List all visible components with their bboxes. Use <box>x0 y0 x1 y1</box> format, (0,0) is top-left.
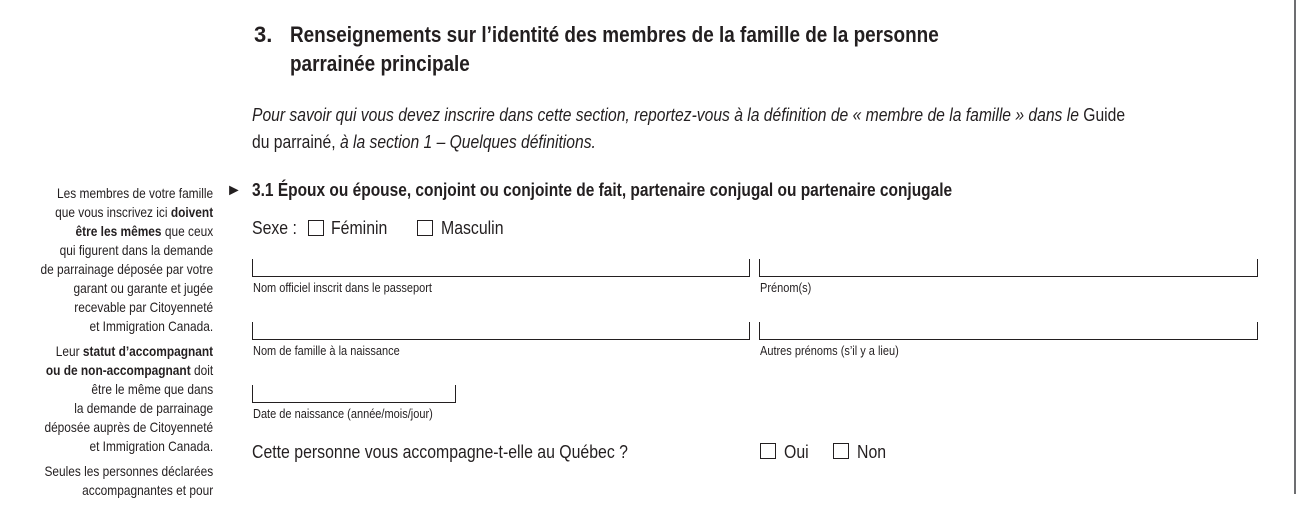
note-line: garant ou garante et jugée <box>73 280 213 296</box>
sex-label: Sexe : <box>252 218 297 238</box>
intro-part2: du parrainé, <box>252 132 340 152</box>
date-of-birth-input[interactable] <box>252 385 456 403</box>
intro-guide: Guide <box>1083 105 1126 125</box>
birth-name-caption: Nom de famille à la naissance <box>253 344 400 358</box>
given-names-caption: Prénom(s) <box>760 281 812 295</box>
section-number: 3. <box>254 22 273 47</box>
female-label: Féminin <box>331 218 388 238</box>
other-given-names-caption: Autres prénoms (s’il y a lieu) <box>760 344 899 358</box>
note-line: que ceux <box>161 223 213 239</box>
intro-part1: Pour savoir qui vous devez inscrire dans… <box>252 105 1084 125</box>
note-line: Seules les personnes déclarées <box>44 463 213 479</box>
page-edge <box>1294 0 1296 494</box>
note-bold: ou de non-accompagnant <box>45 362 191 378</box>
note-bold: être les mêmes <box>75 223 162 239</box>
birth-name-input[interactable] <box>252 322 750 340</box>
note-line: la demande de parrainage <box>74 400 213 416</box>
note-line: déposée auprès de Citoyenneté <box>44 419 214 435</box>
yes-label: Oui <box>784 442 809 462</box>
yes-checkbox[interactable] <box>760 443 776 459</box>
note-line: doit <box>190 362 213 378</box>
note-bold: doivent <box>170 204 213 220</box>
given-names-input[interactable] <box>759 259 1258 277</box>
note-line: Les membres de votre famille <box>56 185 214 201</box>
note-line: être le même que dans <box>91 381 213 397</box>
note-line: recevable par Citoyenneté <box>74 299 213 315</box>
note-line: qui figurent dans la demande <box>59 242 213 258</box>
section-title-line2: parrainée principale <box>290 51 470 76</box>
male-checkbox[interactable] <box>417 220 433 236</box>
note-line: accompagnantes et pour <box>82 482 213 498</box>
note-line: de parrainage déposée par votre <box>40 261 213 277</box>
accompany-question: Cette personne vous accompagne-t-elle au… <box>252 442 628 462</box>
intro-part3: à la section 1 – Quelques définitions. <box>339 132 596 152</box>
official-name-input[interactable] <box>252 259 750 277</box>
date-of-birth-caption: Date de naissance (année/mois/jour) <box>253 407 433 421</box>
note-line: Leur <box>55 343 83 359</box>
note-line: que vous inscrivez ici <box>54 204 171 220</box>
no-checkbox[interactable] <box>833 443 849 459</box>
male-label: Masculin <box>441 218 504 238</box>
arrow-icon: ► <box>226 182 242 199</box>
female-checkbox[interactable] <box>308 220 324 236</box>
sidebar-note: Les membres de votre famille que vous in… <box>40 184 213 506</box>
official-name-caption: Nom officiel inscrit dans le passeport <box>253 281 432 295</box>
note-bold: statut d’accompagnant <box>82 343 213 359</box>
subsection-title: 3.1 Époux ou épouse, conjoint ou conjoin… <box>252 180 953 200</box>
intro-text: Pour savoir qui vous devez inscrire dans… <box>252 102 1125 156</box>
section-title-line1: Renseignements sur l’identité des membre… <box>290 22 939 47</box>
other-given-names-input[interactable] <box>759 322 1258 340</box>
no-label: Non <box>857 442 887 462</box>
note-line: et Immigration Canada. <box>89 438 213 454</box>
note-line: et Immigration Canada. <box>89 318 213 334</box>
